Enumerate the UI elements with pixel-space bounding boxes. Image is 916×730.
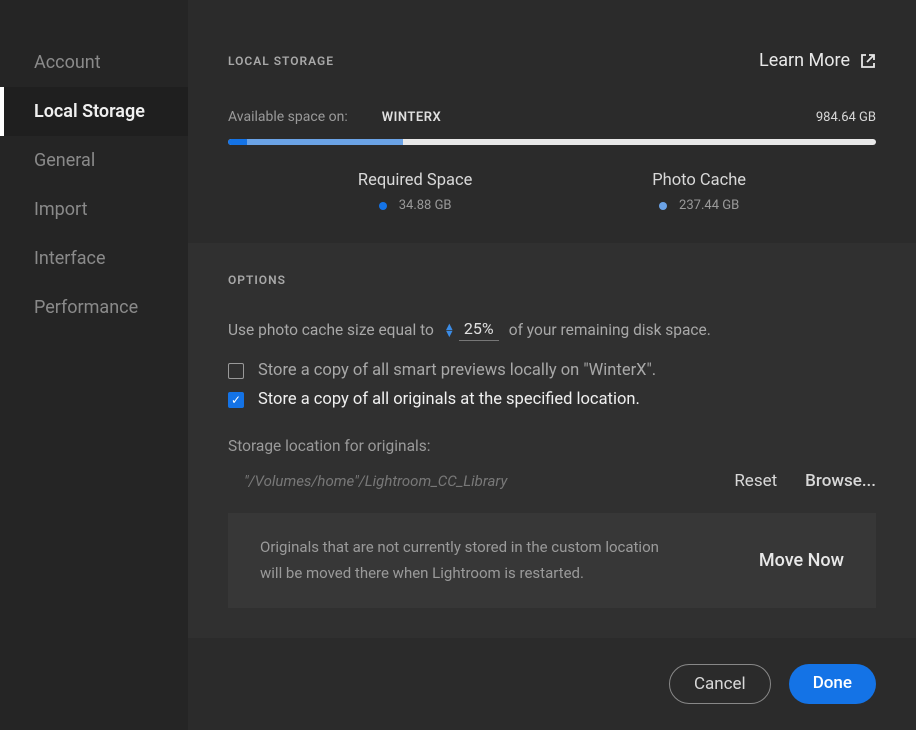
cache-line-post: of your remaining disk space.: [509, 321, 711, 339]
legend-cache: Photo Cache 237.44 GB: [652, 171, 746, 213]
storage-usage-bar: [228, 139, 876, 145]
drive-name: WINTERX: [382, 110, 441, 125]
local-storage-section: LOCAL STORAGE Learn More Available space…: [188, 0, 916, 243]
reset-button[interactable]: Reset: [734, 471, 777, 491]
available-space-value: 984.64 GB: [816, 110, 876, 125]
legend-cache-value: 237.44 GB: [679, 198, 739, 213]
storage-location-label: Storage location for originals:: [228, 437, 876, 455]
external-link-icon: [860, 53, 876, 69]
checkbox-checked-icon: ✓: [228, 392, 244, 408]
legend-cache-label: Photo Cache: [652, 171, 746, 190]
storage-path: "/Volumes/home"/Lightroom_CC_Library: [228, 472, 706, 490]
done-button[interactable]: Done: [789, 664, 876, 704]
sidebar-item-local-storage[interactable]: Local Storage: [0, 87, 188, 136]
dot-icon: [379, 202, 387, 210]
learn-more-link[interactable]: Learn More: [759, 50, 876, 71]
move-notice-text: Originals that are not currently stored …: [260, 535, 680, 586]
sidebar-item-account[interactable]: Account: [0, 38, 188, 87]
legend-required-label: Required Space: [358, 171, 472, 190]
move-notice-box: Originals that are not currently stored …: [228, 513, 876, 608]
originals-option[interactable]: ✓ Store a copy of all originals at the s…: [228, 390, 876, 409]
preferences-window: Account Local Storage General Import Int…: [0, 0, 916, 730]
browse-button[interactable]: Browse...: [805, 471, 876, 491]
smart-previews-option[interactable]: Store a copy of all smart previews local…: [228, 361, 876, 380]
dialog-footer: Cancel Done: [188, 642, 916, 730]
stepper-arrows-icon: ▲▼: [444, 323, 455, 337]
dot-icon: [659, 202, 667, 210]
cache-line-pre: Use photo cache size equal to: [228, 321, 434, 339]
cache-size-setting: Use photo cache size equal to ▲▼ 25% of …: [228, 319, 876, 341]
section-title: LOCAL STORAGE: [228, 54, 334, 68]
sidebar-item-import[interactable]: Import: [0, 185, 188, 234]
legend-required: Required Space 34.88 GB: [358, 171, 472, 213]
cache-percent-value: 25%: [459, 319, 499, 341]
legend-required-value: 34.88 GB: [399, 198, 452, 213]
bar-segment-cache: [247, 139, 403, 145]
move-now-button[interactable]: Move Now: [759, 550, 844, 571]
sidebar: Account Local Storage General Import Int…: [0, 0, 188, 730]
sidebar-item-interface[interactable]: Interface: [0, 234, 188, 283]
cancel-button[interactable]: Cancel: [669, 664, 771, 704]
available-space-label: Available space on:: [228, 109, 348, 125]
options-title: OPTIONS: [228, 273, 876, 287]
sidebar-item-performance[interactable]: Performance: [0, 283, 188, 332]
cache-percent-stepper[interactable]: ▲▼ 25%: [440, 319, 503, 341]
smart-previews-label: Store a copy of all smart previews local…: [258, 361, 656, 380]
originals-label: Store a copy of all originals at the spe…: [258, 390, 640, 409]
options-section: OPTIONS Use photo cache size equal to ▲▼…: [188, 243, 916, 638]
sidebar-item-general[interactable]: General: [0, 136, 188, 185]
main-panel: LOCAL STORAGE Learn More Available space…: [188, 0, 916, 730]
checkbox-unchecked-icon: [228, 363, 244, 379]
learn-more-label: Learn More: [759, 50, 850, 71]
bar-segment-required: [228, 139, 247, 145]
